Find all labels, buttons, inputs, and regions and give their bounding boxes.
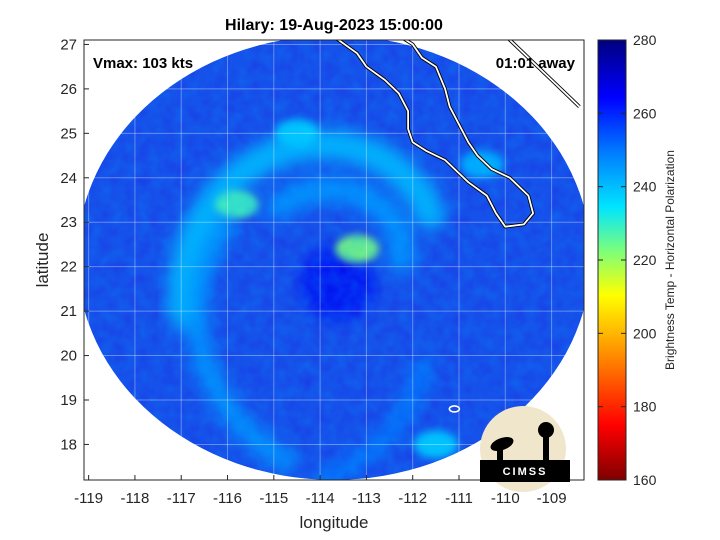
- x-tick-label: -117: [167, 490, 196, 507]
- colorbar-tick-label: 220: [633, 252, 657, 268]
- x-tick-label: -112: [398, 490, 427, 507]
- y-tick-label: 20: [60, 348, 77, 365]
- logo-dish: [490, 437, 514, 451]
- y-tick-label: 27: [60, 36, 77, 53]
- y-tick-label: 21: [60, 303, 77, 320]
- logo-dish-stand: [497, 446, 503, 462]
- colorbar-tick-label: 200: [633, 325, 657, 341]
- x-tick-label: -116: [213, 490, 242, 507]
- swath-texture: [84, 40, 584, 480]
- x-axis: -119 -118 -117 -116 -115 -114 -113 -112 -111 -110…: [74, 475, 567, 507]
- x-tick-label: -114: [306, 490, 335, 507]
- logo-tower: [543, 436, 549, 466]
- time-offset-annotation: 01:01 away: [496, 55, 576, 72]
- colorbar-tick-label: 180: [633, 399, 657, 415]
- y-tick-label: 22: [60, 259, 77, 276]
- colorbar-tick-label: 280: [633, 32, 657, 48]
- x-tick-label: -109: [537, 490, 567, 507]
- x-tick-label: -115: [259, 490, 288, 507]
- island-outline: [448, 405, 461, 413]
- y-tick-label: 24: [60, 170, 77, 187]
- y-tick-label: 19: [60, 392, 77, 409]
- x-tick-label: -110: [491, 490, 520, 507]
- y-axis-label: latitude: [33, 233, 52, 288]
- y-tick-label: 26: [60, 81, 77, 98]
- cimss-logo: CIMSS: [480, 406, 570, 492]
- colorbar-tick-label: 240: [633, 179, 657, 195]
- axes-box: [83, 39, 585, 481]
- coastline: [336, 40, 581, 228]
- x-tick-label: -113: [352, 490, 381, 507]
- x-tick-label: -118: [120, 490, 149, 507]
- y-tick-label: 23: [60, 214, 77, 231]
- x-tick-label: -119: [74, 490, 103, 507]
- y-tick-label: 25: [60, 125, 77, 142]
- swath-image: [84, 40, 584, 480]
- chart-title: Hilary: 19-Aug-2023 15:00:00: [225, 17, 443, 34]
- y-axis: 18 19 20 21 22 23 24 25 26 27: [60, 36, 89, 453]
- colorbar-label: Brightness Temp - Horizontal Polarizatio…: [663, 150, 677, 370]
- vmax-annotation: Vmax: 103 kts: [93, 55, 193, 72]
- colorbar-ticks: 160 180 200 220 240 260 280: [598, 32, 657, 488]
- colorbar-tick-label: 160: [633, 472, 657, 488]
- colorbar-tick-label: 260: [633, 105, 657, 121]
- logo-tower-top: [538, 422, 554, 438]
- logo-text: CIMSS: [503, 466, 548, 478]
- x-axis-label: longitude: [299, 513, 368, 532]
- y-tick-label: 18: [60, 436, 77, 453]
- logo-bar: [480, 460, 570, 482]
- x-tick-label: -111: [445, 490, 473, 507]
